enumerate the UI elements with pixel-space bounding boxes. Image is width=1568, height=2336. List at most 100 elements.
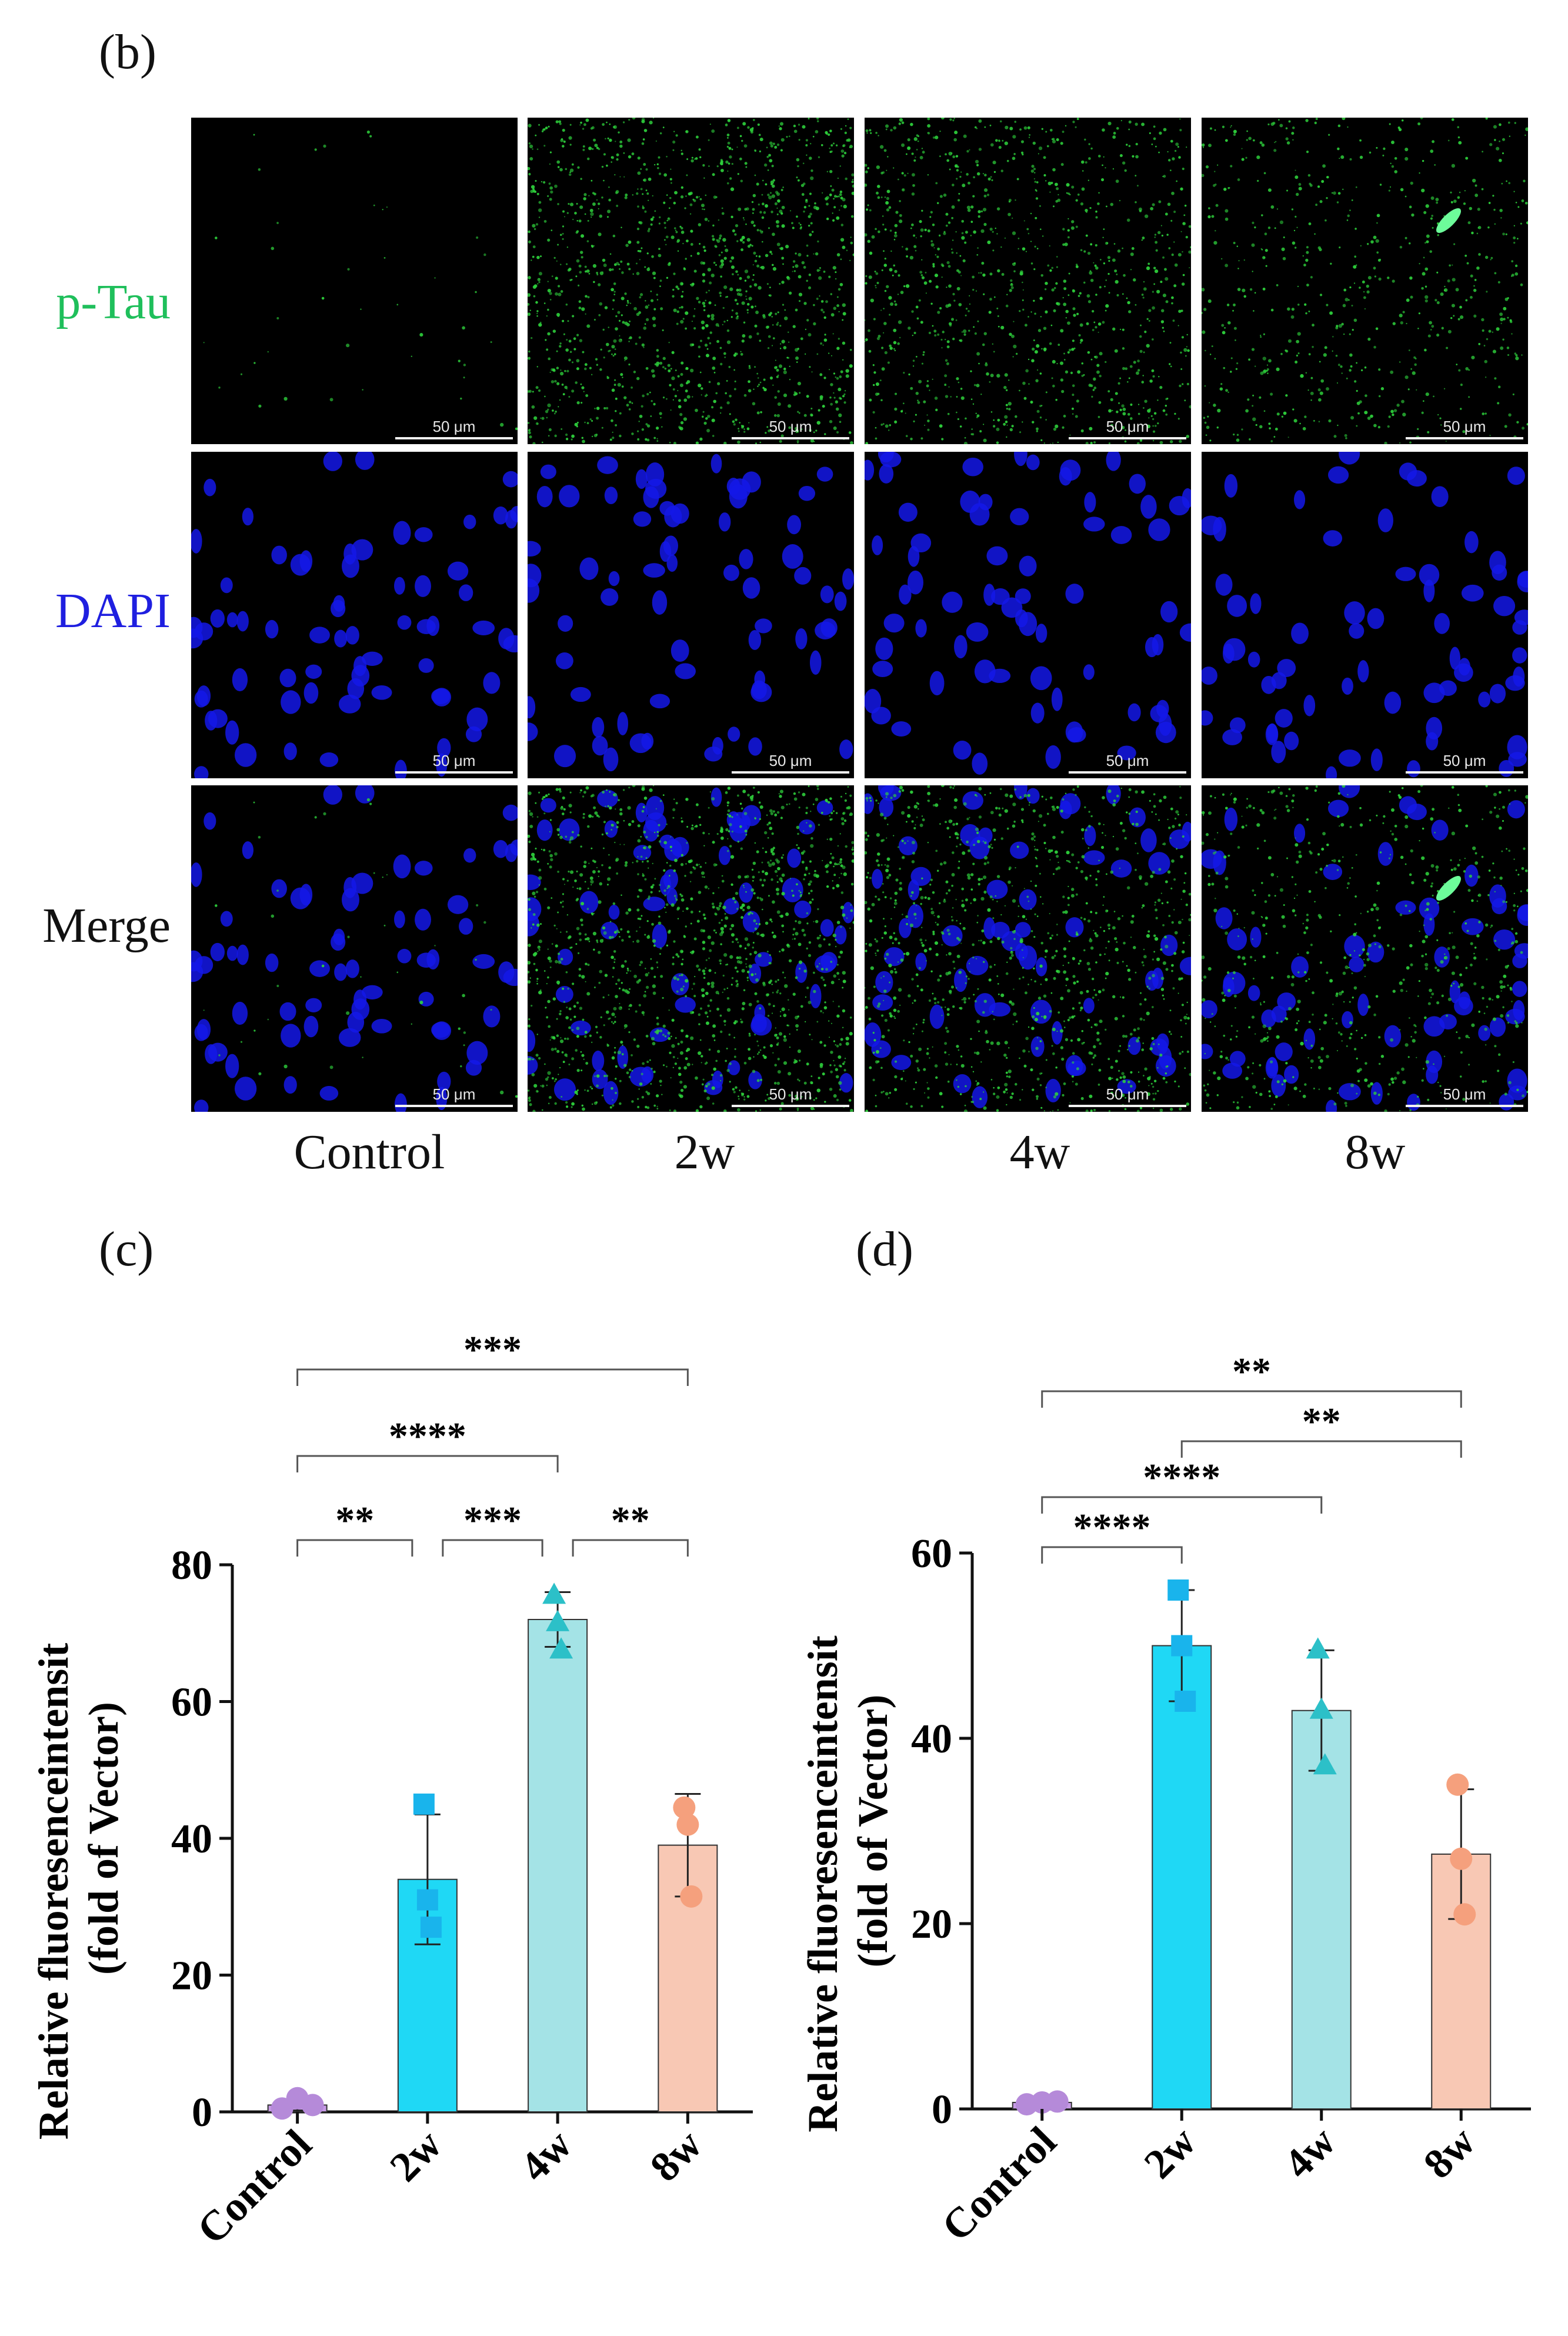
data-point — [1450, 1847, 1473, 1870]
col-label-4w: 4w — [1009, 1125, 1070, 1179]
data-point — [1309, 1697, 1333, 1719]
y-tick-label: 20 — [911, 1902, 952, 1947]
y-tick-label: 0 — [932, 2087, 952, 2132]
scale-bar-label: 50 μm — [432, 1085, 476, 1103]
y-tick-label: 80 — [171, 1543, 212, 1588]
micrograph-ptau-control: 50 μm — [191, 118, 518, 444]
scale-bar: 50 μm — [1406, 752, 1523, 774]
micrograph-ptau-2w: 50 μm — [528, 118, 854, 444]
scale-bar: 50 μm — [395, 418, 513, 439]
significance-label: ** — [1302, 1400, 1341, 1443]
x-tick-label: 4w — [1275, 2118, 1345, 2188]
data-point — [1167, 1579, 1189, 1601]
significance-bracket — [1180, 1440, 1462, 1458]
y-tick-label: 40 — [171, 1817, 212, 1862]
data-point — [680, 1885, 703, 1908]
micrograph-ptau-8w: 50 μm — [1202, 118, 1528, 444]
scale-bar-line — [732, 1105, 849, 1107]
data-point — [420, 1917, 442, 1938]
row-label-ptau: p-Tau — [56, 275, 171, 329]
x-tick-label: 8w — [641, 2121, 711, 2191]
scale-bar: 50 μm — [395, 752, 513, 774]
bar-2w — [1152, 1645, 1212, 2110]
data-point — [1306, 1637, 1330, 1659]
row-label-dapi: DAPI — [55, 584, 171, 638]
row-label-merge: Merge — [42, 898, 171, 953]
scale-bar-line — [395, 771, 513, 774]
scale-bar-label: 50 μm — [769, 752, 812, 769]
micrograph-dapi-2w: 50 μm — [528, 452, 854, 778]
chart-c: 0 20 40 60 80 Relative fluoresenceintensit (fo… — [30, 1328, 753, 2253]
scale-bar-line — [732, 437, 849, 439]
data-point — [1046, 2090, 1069, 2113]
scale-bar-label: 50 μm — [769, 418, 812, 435]
col-label-control: Control — [293, 1125, 445, 1179]
scale-bar: 50 μm — [1069, 418, 1186, 439]
data-point — [1446, 1773, 1469, 1796]
x-tick-label: 4w — [511, 2121, 581, 2191]
scale-bar-label: 50 μm — [1106, 1085, 1149, 1103]
scale-bar-label: 50 μm — [1443, 752, 1486, 769]
panel-label-c: (c) — [99, 1222, 154, 1277]
significance-bracket — [572, 1539, 689, 1557]
bar-4w — [1291, 1709, 1352, 2110]
significance-label: ** — [611, 1499, 650, 1542]
data-point — [301, 2094, 324, 2117]
significance-label: **** — [1143, 1456, 1220, 1499]
data-point — [542, 1582, 566, 1604]
significance-label: **** — [1073, 1506, 1151, 1549]
significance-label: *** — [463, 1499, 522, 1542]
bar-4w — [528, 1619, 588, 2112]
significance-label: ** — [335, 1499, 374, 1542]
x-tick-label: 2w — [1135, 2118, 1205, 2188]
scale-bar: 50 μm — [732, 752, 849, 774]
significance-label: *** — [463, 1328, 522, 1371]
data-point — [1453, 1903, 1476, 1926]
micrograph-merge-8w: 50 μm — [1202, 785, 1528, 1112]
micrograph-ptau-4w: 50 μm — [865, 118, 1191, 444]
scale-bar: 50 μm — [732, 418, 849, 439]
y-axis-label-sub: (fold of Vector) — [849, 1695, 896, 1968]
scale-bar: 50 μm — [1406, 1085, 1523, 1107]
micrograph-dapi-8w: 50 μm — [1202, 452, 1528, 778]
significance-bracket — [296, 1539, 413, 1557]
data-point — [1313, 1753, 1337, 1775]
scale-bar-line — [732, 771, 849, 774]
y-tick-label: 60 — [911, 1531, 952, 1577]
scale-bar-line — [1069, 771, 1186, 774]
scale-bar-label: 50 μm — [1443, 1085, 1486, 1103]
significance-bracket — [1041, 1496, 1323, 1514]
y-tick-label: 20 — [171, 1954, 212, 1999]
micrograph-dapi-4w: 50 μm — [865, 452, 1191, 778]
micrograph-merge-control: 50 μm — [191, 785, 518, 1112]
y-tick-label: 60 — [171, 1680, 212, 1725]
scale-bar: 50 μm — [1069, 1085, 1186, 1107]
scale-bar-label: 50 μm — [1106, 752, 1149, 769]
col-label-2w: 2w — [674, 1125, 735, 1179]
x-tick-label: 8w — [1414, 2118, 1484, 2188]
chart-d: 0 20 40 60 Relative fluoresenceintensit (fold… — [799, 1350, 1531, 2250]
significance-bracket — [1041, 1546, 1183, 1564]
scale-bar: 50 μm — [395, 1085, 513, 1107]
scale-bar: 50 μm — [732, 1085, 849, 1107]
scale-bar: 50 μm — [1069, 752, 1186, 774]
y-axis-label-sub: (fold of Vector) — [80, 1702, 127, 1975]
scale-bar: 50 μm — [1406, 418, 1523, 439]
scale-bar-label: 50 μm — [432, 418, 476, 435]
panel-label-d: (d) — [856, 1222, 913, 1277]
significance-bracket — [442, 1539, 543, 1557]
scale-bar-line — [1406, 437, 1523, 439]
micrograph-dapi-control: 50 μm — [191, 452, 518, 778]
significance-label: ** — [1232, 1350, 1271, 1393]
x-tick-label: Control — [933, 2118, 1065, 2250]
scale-bar-line — [395, 1105, 513, 1107]
significance-bracket — [296, 1455, 559, 1472]
scale-bar-label: 50 μm — [769, 1085, 812, 1103]
x-tick-label: Control — [188, 2121, 321, 2253]
scale-bar-label: 50 μm — [432, 752, 476, 769]
data-point — [676, 1813, 699, 1836]
data-point — [413, 1793, 435, 1815]
x-tick-label: 2w — [381, 2121, 451, 2191]
significance-label: **** — [389, 1415, 466, 1458]
significance-bracket — [1041, 1390, 1462, 1408]
